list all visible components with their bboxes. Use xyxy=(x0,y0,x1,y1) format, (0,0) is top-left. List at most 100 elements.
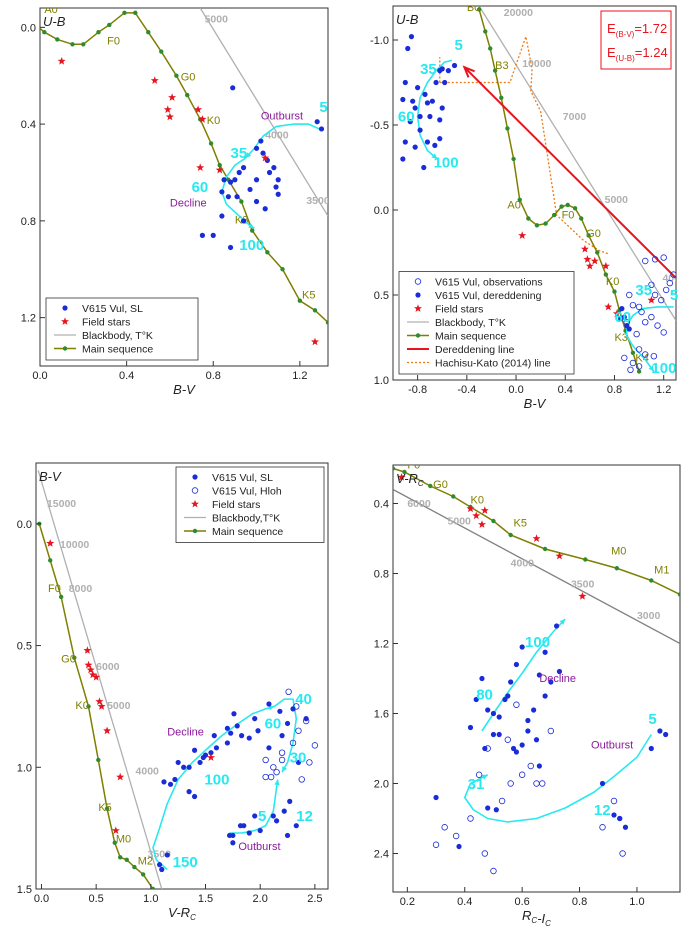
data-point-dot xyxy=(208,750,214,756)
y-tick-label: 0.5 xyxy=(374,290,389,302)
data-point-dot xyxy=(287,798,293,804)
data-point-dot xyxy=(231,711,237,717)
blackbody-temp-label: 4000 xyxy=(136,766,160,778)
spectral-class-label: A0 xyxy=(507,199,520,211)
main-sequence-line xyxy=(478,9,640,372)
data-point-dot xyxy=(314,119,320,125)
y-tick-label: 0.0 xyxy=(21,22,36,34)
data-point-open xyxy=(635,363,643,370)
data-point-dot xyxy=(473,696,479,703)
data-point-open xyxy=(467,815,474,822)
x-tick-label: 0.8 xyxy=(607,384,622,396)
data-point-dot xyxy=(424,139,431,145)
main-sequence-point xyxy=(517,197,522,202)
x-tick-label: 1.5 xyxy=(198,893,213,905)
data-point-dot xyxy=(548,679,554,685)
data-point-star xyxy=(612,309,621,318)
data-point-open xyxy=(295,727,302,734)
data-point-dot xyxy=(433,794,439,801)
data-point-open xyxy=(533,780,540,787)
legend-marker-open xyxy=(191,487,199,494)
data-point-dot xyxy=(542,693,548,699)
data-point-open xyxy=(262,773,269,781)
legend-box xyxy=(175,466,325,543)
y-tick-label: 1.2 xyxy=(21,313,36,325)
data-point-open xyxy=(635,346,643,353)
data-point-open xyxy=(648,281,655,288)
data-point-dot xyxy=(175,759,181,766)
data-point-star xyxy=(111,826,120,834)
chart-panel-2: 2000010000700050004000B0B3A0F0G0K0K3K4-0… xyxy=(370,5,678,411)
data-point-dot xyxy=(230,85,236,91)
data-point-dot xyxy=(493,807,499,813)
y-tick-label: 0.0 xyxy=(374,205,389,217)
evolution-track-arrow xyxy=(268,705,275,711)
x-tick-label: 0.0 xyxy=(32,370,47,382)
data-point-open xyxy=(650,353,658,360)
data-point-open xyxy=(513,701,520,708)
spectral-class-label: F0 xyxy=(562,210,575,222)
data-point-dot xyxy=(439,66,445,72)
data-point-open xyxy=(666,279,674,287)
x-tick-label: -0.8 xyxy=(408,384,427,396)
day-annotation: 5 xyxy=(670,287,678,304)
data-point-dot xyxy=(228,730,234,736)
data-point-star xyxy=(581,244,589,253)
data-point-dot xyxy=(236,169,242,176)
blackbody-line xyxy=(393,488,680,645)
data-point-dot xyxy=(234,194,240,200)
main-sequence-point xyxy=(325,320,328,325)
data-point-open xyxy=(651,256,659,263)
reddening-box xyxy=(600,10,672,70)
spectral-class-label: G0 xyxy=(433,479,448,491)
blackbody-temp-label: 10000 xyxy=(60,539,89,551)
data-point-dot xyxy=(219,213,225,219)
main-sequence-point xyxy=(107,22,112,28)
data-point-dot xyxy=(439,105,445,111)
data-point-open xyxy=(547,727,555,735)
data-point-open xyxy=(629,302,637,309)
x-tick-label: 1.2 xyxy=(656,384,671,396)
data-point-dot xyxy=(417,113,423,120)
day-annotation: 100 xyxy=(651,360,676,377)
data-point-open xyxy=(539,780,546,787)
data-point-dot xyxy=(191,747,198,753)
data-point-dot xyxy=(266,169,273,176)
legend-box xyxy=(45,297,199,361)
data-point-dot xyxy=(519,644,525,650)
main-sequence-point xyxy=(488,46,493,51)
blackbody-temp-label: 5000 xyxy=(448,516,472,528)
data-point-dot xyxy=(433,79,439,86)
legend-label: Main sequence xyxy=(212,526,283,538)
chart-panel-3: 150001000080006000500040003500F0G0K0K5M0… xyxy=(17,462,329,922)
spectral-class-label: M0 xyxy=(611,545,626,557)
spectral-class-label: M1 xyxy=(654,565,669,577)
data-point-dot xyxy=(191,793,198,800)
data-point-star xyxy=(478,520,486,528)
data-point-open xyxy=(638,308,645,316)
legend-label: Blackbody,T°K xyxy=(212,513,280,525)
data-point-dot xyxy=(275,177,281,183)
day-annotation: 35 xyxy=(231,145,248,162)
data-point-dot xyxy=(407,119,413,125)
data-point-star xyxy=(466,504,475,513)
data-point-dot xyxy=(211,733,217,739)
evolution-track xyxy=(229,779,279,834)
y-tick-label: 0.4 xyxy=(21,119,36,131)
y-tick-label: 1.5 xyxy=(17,884,32,896)
main-sequence-point xyxy=(565,202,570,208)
data-point-dot xyxy=(262,206,268,212)
data-point-open xyxy=(484,745,491,752)
main-sequence-point xyxy=(265,250,270,255)
main-sequence-point xyxy=(595,250,600,255)
legend-marker-open xyxy=(414,278,422,285)
x-tick-label: 0.0 xyxy=(508,384,523,396)
day-annotation: 5 xyxy=(258,808,266,825)
main-sequence-point xyxy=(159,49,164,54)
data-point-open xyxy=(289,739,297,747)
day-annotation: 100 xyxy=(434,155,459,172)
data-point-dot xyxy=(556,668,563,675)
data-point-dot xyxy=(246,830,252,836)
data-point-dot xyxy=(618,316,624,322)
